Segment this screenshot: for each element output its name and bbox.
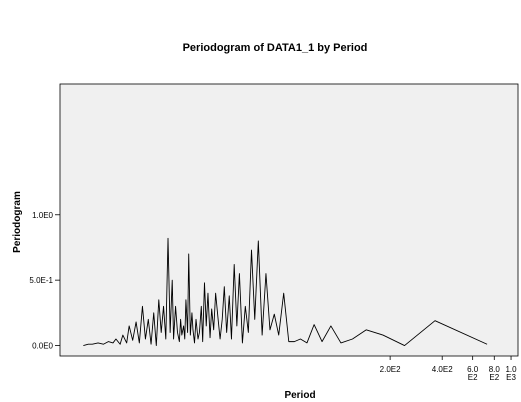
data-line	[83, 237, 488, 346]
x-tick-label: 6.0 E2	[467, 365, 479, 382]
y-axis-label: Periodogram	[12, 191, 23, 253]
x-tick-label: 8.0 E2	[489, 365, 501, 382]
y-tick-label: 1.0E0	[32, 211, 53, 220]
x-axis-label: Period	[284, 390, 315, 401]
y-tick-label: 5.0E-1	[29, 276, 53, 285]
plot-area	[59, 83, 519, 357]
x-tick-label: 2.0E2	[380, 365, 401, 374]
x-tick-label: 4.0E2	[432, 365, 453, 374]
x-tick-label: 1.0 E3	[505, 365, 517, 382]
y-tick-label: 0.0E0	[32, 342, 53, 351]
chart-title: Periodogram of DATA1_1 by Period	[183, 42, 368, 54]
